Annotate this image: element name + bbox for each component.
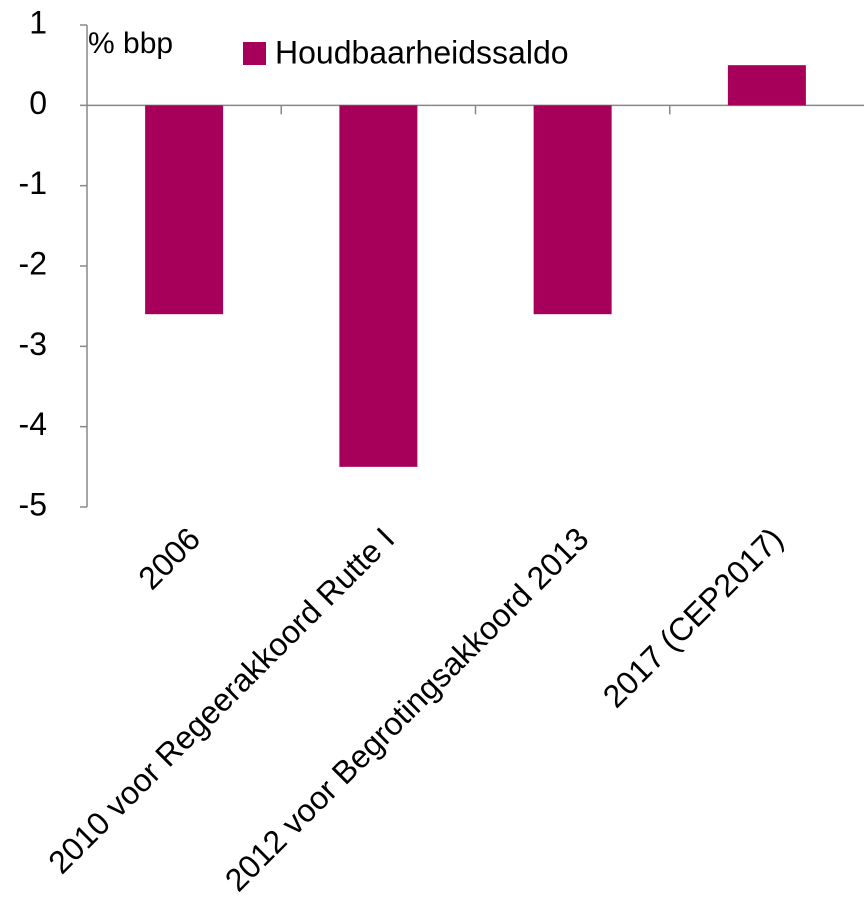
bar xyxy=(339,105,418,467)
y-tick-label: -2 xyxy=(19,245,47,281)
x-tick-label: 2010 voor Regeerakkoord Rutte I xyxy=(41,520,401,880)
bar xyxy=(727,65,806,106)
bar xyxy=(145,105,224,315)
y-axis-label: % bbp xyxy=(88,27,173,60)
y-tick-label: -5 xyxy=(19,486,47,522)
legend-swatch xyxy=(243,42,266,65)
x-tick-label: 2017 (CEP2017) xyxy=(596,520,790,714)
y-tick-label: -3 xyxy=(19,326,47,362)
y-tick-label: 0 xyxy=(29,85,47,121)
legend-label: Houdbaarheidssaldo xyxy=(275,34,569,70)
bar xyxy=(533,105,612,315)
y-tick-label: -4 xyxy=(19,406,47,442)
x-tick-label: 2012 voor Begrotingsakkoord 2013 xyxy=(218,520,596,898)
y-tick-label: 1 xyxy=(29,4,47,40)
x-tick-label: 2006 xyxy=(131,520,207,596)
y-tick-label: -1 xyxy=(19,165,47,201)
